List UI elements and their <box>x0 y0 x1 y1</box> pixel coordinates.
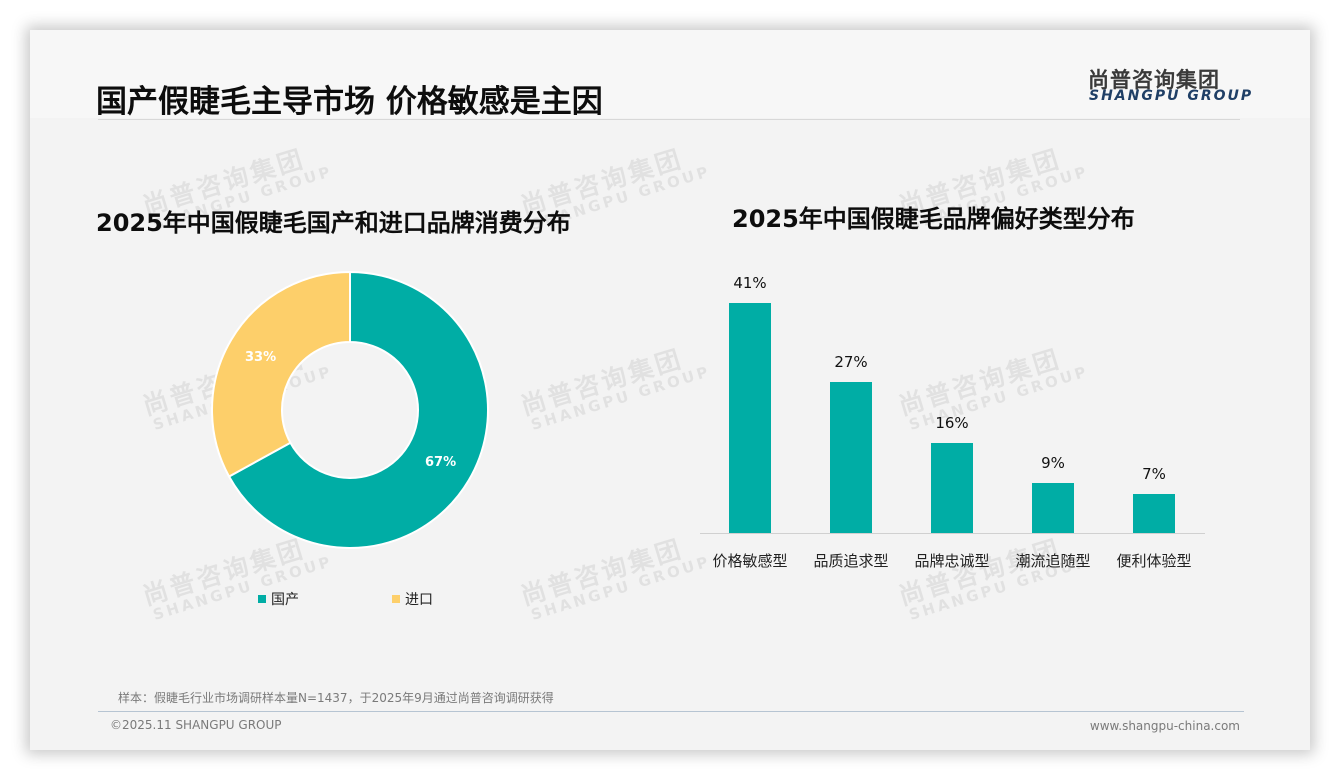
donut-label-import: 33% <box>245 350 277 365</box>
legend-swatch-teal-icon <box>258 595 266 603</box>
bar <box>729 303 771 533</box>
bar-value-label: 41% <box>733 274 767 292</box>
legend-item-domestic: 国产 <box>258 589 299 609</box>
donut-chart-title: 2025年中国假睫毛国产和进口品牌消费分布 <box>96 209 571 237</box>
watermark-cn: 尚普咨询集团 <box>517 343 687 421</box>
legend-item-import: 进口 <box>392 589 433 609</box>
watermark-en: SHANGPU GROUP <box>150 552 336 625</box>
watermark-en: SHANGPU GROUP <box>528 552 714 625</box>
header-band <box>30 30 1310 118</box>
bar-category-label: 品牌忠诚型 <box>914 552 990 570</box>
header-divider <box>98 119 1240 120</box>
x-axis-line <box>700 533 1205 534</box>
footer-divider <box>98 711 1244 712</box>
donut-chart <box>211 270 489 549</box>
watermark-cn: 尚普咨询集团 <box>895 343 1065 421</box>
slide: 国产假睫毛主导市场 价格敏感是主因 尚普咨询集团 SHANGPU GROUP 尚… <box>30 30 1310 750</box>
donut-slice-import <box>211 270 351 478</box>
sample-note: 样本：假睫毛行业市场调研样本量N=1437，于2025年9月通过尚普咨询调研获得 <box>118 691 554 705</box>
bar-chart-title: 2025年中国假睫毛品牌偏好类型分布 <box>732 205 1135 233</box>
bar-category-label: 品质追求型 <box>813 552 889 570</box>
bar <box>830 382 872 533</box>
bar <box>1133 494 1175 533</box>
bar-value-label: 9% <box>1041 454 1065 472</box>
bar-value-label: 27% <box>834 353 868 371</box>
bar-category-label: 便利体验型 <box>1116 552 1192 570</box>
donut-label-domestic: 67% <box>425 455 457 470</box>
legend-swatch-yellow-icon <box>392 595 400 603</box>
copyright: ©2025.11 SHANGPU GROUP <box>110 718 282 732</box>
bar-value-label: 7% <box>1142 465 1166 483</box>
bar <box>931 443 973 533</box>
logo-cn: 尚普咨询集团 <box>1088 68 1220 92</box>
bar <box>1032 483 1074 533</box>
bar-category-label: 价格敏感型 <box>712 552 788 570</box>
watermark-cn: 尚普咨询集团 <box>895 533 1065 611</box>
logo-en: SHANGPU GROUP <box>1089 88 1254 104</box>
legend-label: 国产 <box>271 592 299 608</box>
bar-category-label: 潮流追随型 <box>1015 552 1091 570</box>
donut-slice-domestic <box>227 270 489 549</box>
watermark-en: SHANGPU GROUP <box>528 362 714 435</box>
website-url: www.shangpu-china.com <box>1089 719 1240 733</box>
page-title: 国产假睫毛主导市场 价格敏感是主因 <box>96 84 603 120</box>
legend-label: 进口 <box>405 592 433 608</box>
bar-value-label: 16% <box>935 414 969 432</box>
watermark-cn: 尚普咨询集团 <box>517 533 687 611</box>
